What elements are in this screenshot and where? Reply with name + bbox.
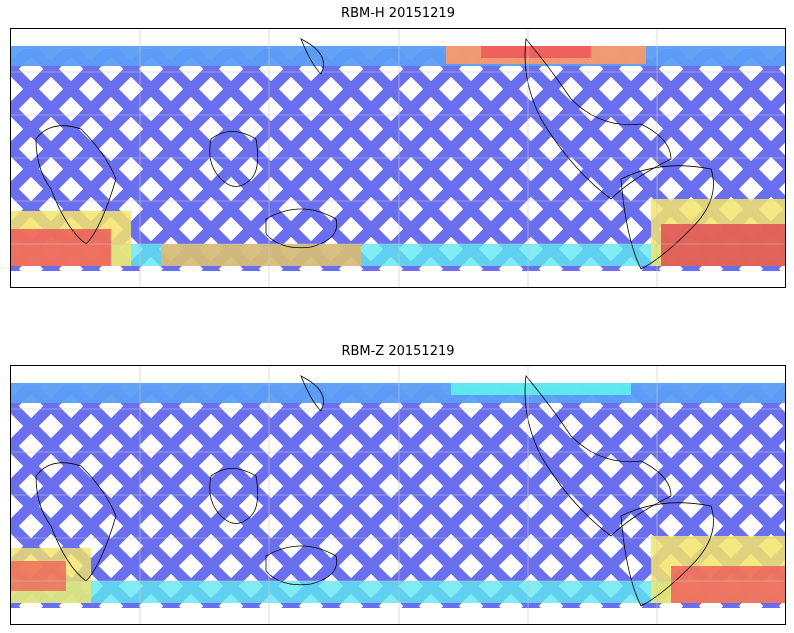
grid-lines — [11, 366, 785, 624]
map-panel-rbm-h — [10, 28, 786, 288]
warm-zones — [11, 383, 785, 603]
map-svg-rbm-h — [11, 29, 785, 287]
map-title-rbm-h: RBM-H 20151219 — [341, 6, 455, 21]
warm-zones — [11, 46, 785, 266]
map-svg-rbm-z — [11, 366, 785, 624]
coastlines — [35, 375, 714, 607]
map-panel-rbm-z — [10, 365, 786, 625]
coastlines — [35, 38, 714, 270]
map-title-rbm-z: RBM-Z 20151219 — [341, 344, 455, 359]
grid-lines — [11, 29, 785, 287]
